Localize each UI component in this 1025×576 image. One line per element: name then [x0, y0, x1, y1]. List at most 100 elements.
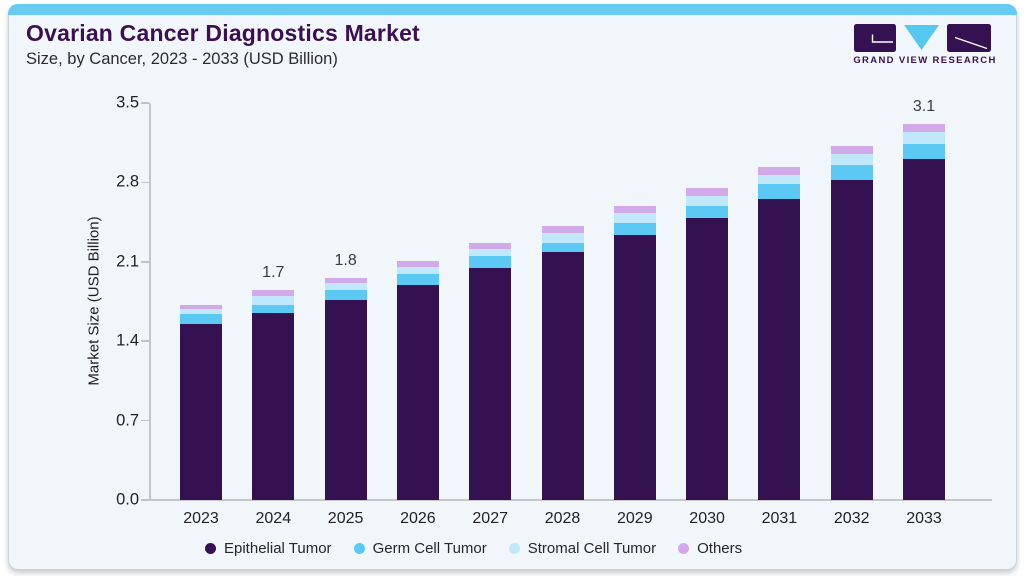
- bar-segment-others: [758, 167, 801, 175]
- bar-segment-stromal-cell-tumor: [541, 233, 584, 243]
- page-title: Ovarian Cancer Diagnostics Market: [26, 20, 420, 46]
- bar-segment-germ-cell-tumor: [180, 314, 222, 324]
- legend-dot-icon: [205, 543, 216, 554]
- gvr-logo: GRAND VIEW RESEARCH: [850, 24, 1000, 66]
- bar-segment-epithelial-tumor: [252, 313, 295, 500]
- bar-segment-stromal-cell-tumor: [613, 213, 656, 223]
- y-tick-label: 1.4: [116, 331, 139, 350]
- y-axis-title: Market Size (USD Billion): [85, 216, 103, 386]
- bar-value-label: 1.7: [262, 264, 285, 281]
- gvr-logo-text: GRAND VIEW RESEARCH: [853, 55, 997, 66]
- bar-group: [541, 226, 584, 500]
- bar-segment-stromal-cell-tumor: [252, 296, 295, 305]
- bar-segment-epithelial-tumor: [396, 285, 439, 500]
- y-tick-label: 3.5: [116, 93, 139, 112]
- y-tick-mark: [141, 181, 149, 184]
- legend-item: Others: [678, 540, 742, 557]
- bar-group: [903, 124, 945, 500]
- bar-segment-germ-cell-tumor: [469, 256, 512, 268]
- bar-group: [686, 188, 729, 500]
- x-axis-label: 2027: [472, 510, 508, 527]
- y-tick-label: 2.1: [116, 252, 139, 271]
- legend-item: Germ Cell Tumor: [353, 540, 487, 557]
- x-axis-label: 2028: [544, 510, 581, 527]
- bar-segment-epithelial-tumor: [758, 199, 801, 500]
- bar-segment-germ-cell-tumor: [903, 144, 945, 159]
- gvr-logo-mark: [854, 24, 991, 52]
- bar-group: [613, 206, 656, 500]
- bar-group: [758, 167, 801, 500]
- bar-segment-others: [903, 124, 945, 132]
- bar-segment-others: [252, 290, 295, 296]
- y-tick-mark: [141, 499, 149, 501]
- bar-segment-epithelial-tumor: [469, 268, 512, 500]
- y-axis-line: [149, 103, 151, 500]
- bar-segment-others: [324, 278, 367, 283]
- bar-segment-germ-cell-tumor: [758, 184, 801, 199]
- y-tick-mark: [141, 340, 149, 342]
- bar-segment-others: [541, 226, 584, 233]
- x-axis-label: 2032: [833, 510, 870, 527]
- bar-segment-stromal-cell-tumor: [758, 175, 801, 184]
- bar-segment-germ-cell-tumor: [396, 274, 439, 285]
- bar-segment-stromal-cell-tumor: [686, 196, 729, 206]
- bar-segment-others: [396, 261, 439, 267]
- bar-segment-germ-cell-tumor: [541, 243, 584, 252]
- bar-segment-stromal-cell-tumor: [830, 154, 873, 165]
- bar-group: [469, 243, 512, 500]
- x-axis-label: 2025: [327, 510, 364, 527]
- bar-segment-epithelial-tumor: [180, 324, 222, 500]
- bar-segment-stromal-cell-tumor: [469, 249, 512, 256]
- bar-group: [396, 261, 439, 500]
- bar-segment-stromal-cell-tumor: [903, 132, 945, 144]
- bar-segment-epithelial-tumor: [686, 218, 729, 500]
- bar-segment-germ-cell-tumor: [324, 290, 367, 300]
- legend-dot-icon: [508, 543, 520, 554]
- bar-segment-others: [830, 146, 873, 154]
- bar-value-label: 3.1: [912, 98, 936, 115]
- chart-card: Ovarian Cancer Diagnostics Market Size, …: [8, 4, 1017, 570]
- x-axis-label: 2031: [761, 510, 798, 527]
- x-axis-label: 2029: [617, 510, 653, 527]
- y-tick-mark: [141, 419, 149, 422]
- bar-segment-others: [180, 305, 222, 309]
- bar-group: [180, 305, 222, 500]
- legend-item-label: Epithelial Tumor: [224, 540, 332, 557]
- x-axis-line: [149, 499, 992, 501]
- legend-item: Stromal Cell Tumor: [508, 540, 657, 557]
- bar-segment-germ-cell-tumor: [613, 223, 656, 235]
- bar-group: [324, 278, 367, 500]
- bar-group: [830, 146, 873, 500]
- bar-segment-epithelial-tumor: [324, 300, 367, 500]
- x-axis-label: 2030: [689, 510, 725, 527]
- bar-segment-germ-cell-tumor: [252, 305, 295, 313]
- bar-segment-epithelial-tumor: [541, 252, 584, 500]
- bar-segment-germ-cell-tumor: [830, 165, 873, 180]
- legend-dot-icon: [353, 543, 365, 554]
- bar-segment-epithelial-tumor: [903, 159, 945, 500]
- bar-segment-stromal-cell-tumor: [396, 267, 439, 274]
- x-axis-label: 2033: [906, 510, 942, 527]
- y-tick-mark: [141, 261, 149, 263]
- y-tick-mark: [141, 102, 149, 104]
- x-axis-label: 2026: [400, 510, 436, 527]
- bar-segment-stromal-cell-tumor: [180, 309, 222, 314]
- bar-value-label: 1.8: [334, 252, 357, 269]
- y-tick-label: 2.8: [116, 172, 139, 191]
- bar-segment-others: [469, 243, 512, 249]
- x-axis-label: 2024: [255, 510, 292, 527]
- bar-segment-others: [613, 206, 656, 213]
- page-subtitle: Size, by Cancer, 2023 - 2033 (USD Billio…: [26, 50, 338, 68]
- legend-item-label: Others: [697, 540, 743, 557]
- y-tick-label: 0.0: [116, 490, 139, 509]
- legend-dot-icon: [678, 543, 690, 554]
- chart-legend: Epithelial Tumor Germ Cell Tumor Stromal C…: [205, 540, 742, 557]
- bar-segment-stromal-cell-tumor: [324, 283, 367, 290]
- bar-group: [252, 290, 295, 500]
- bar-segment-epithelial-tumor: [830, 180, 873, 500]
- legend-item-label: Stromal Cell Tumor: [527, 540, 657, 557]
- bar-segment-others: [686, 188, 729, 196]
- bar-segment-epithelial-tumor: [613, 235, 656, 500]
- y-tick-label: 0.7: [116, 411, 139, 430]
- legend-item: Epithelial Tumor: [205, 540, 332, 557]
